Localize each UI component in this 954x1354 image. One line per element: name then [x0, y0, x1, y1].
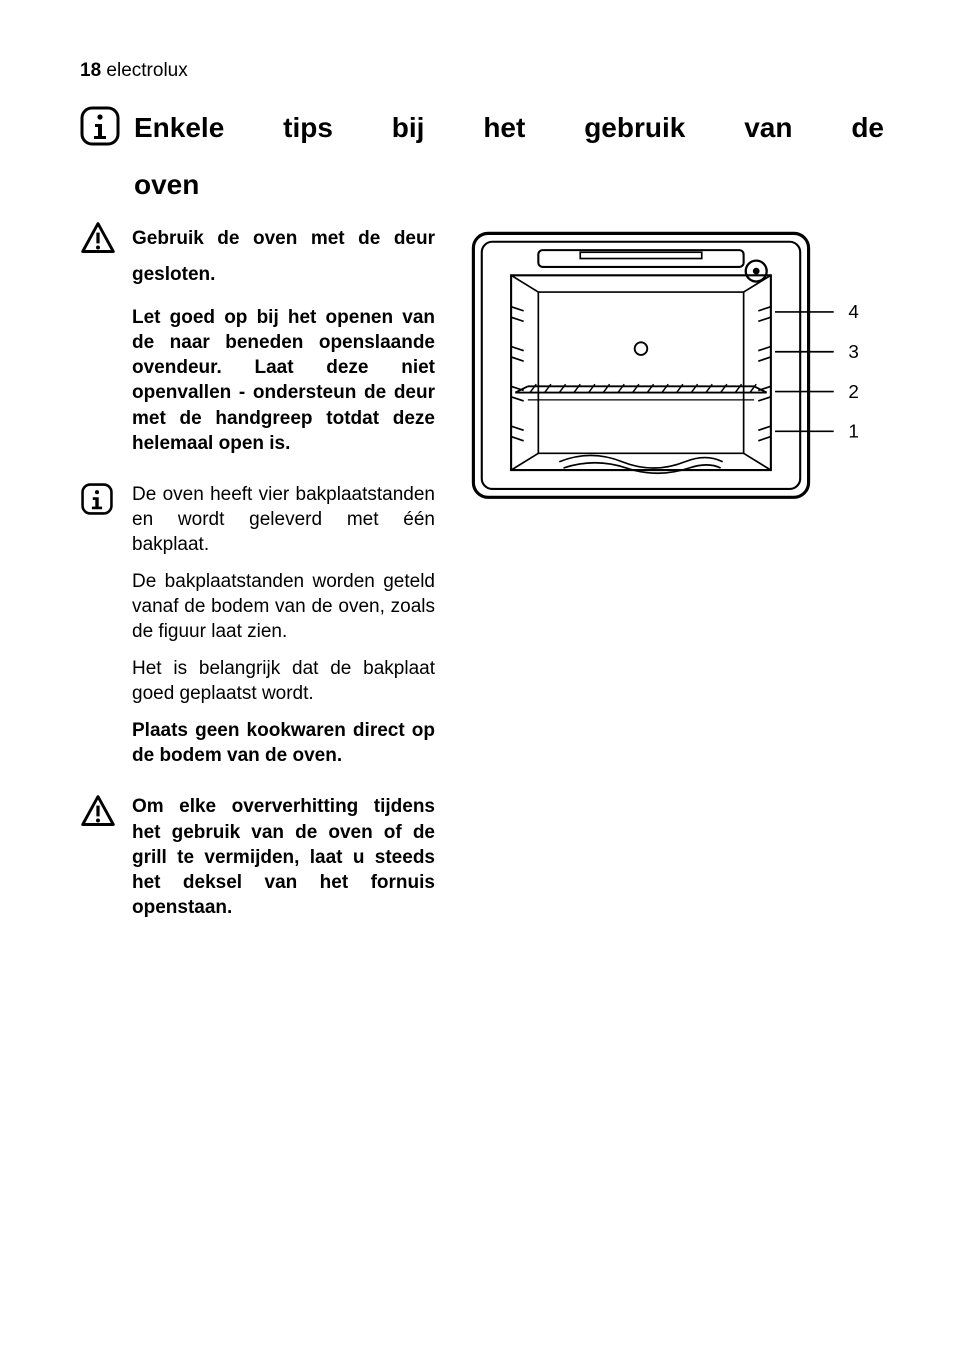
- info-text-2: De oven heeft vier bakplaatstanden en wo…: [132, 482, 435, 781]
- warning-block-3: Om elke oververhitting tijdens het gebru…: [80, 794, 435, 931]
- rack-label-4: 4: [848, 301, 858, 322]
- page-number: 18: [80, 60, 101, 81]
- rack-label-3: 3: [848, 341, 858, 362]
- section-title-row: Enkele tips bij het gebruik van de: [80, 106, 884, 151]
- info2-p3: Het is belangrijk dat de bakplaat goed g…: [132, 656, 435, 706]
- info-icon: [80, 106, 120, 151]
- info-icon: [80, 482, 120, 521]
- warn3-p1: Om elke oververhitting tijdens het gebru…: [132, 794, 435, 919]
- brand-name: electrolux: [106, 60, 187, 81]
- left-column: Gebruik de oven met de deur gesloten. Le…: [80, 221, 435, 946]
- info-block-2: De oven heeft vier bakplaatstanden en wo…: [80, 482, 435, 781]
- right-column: 4 3 2 1: [465, 221, 884, 946]
- oven-diagram: 4 3 2 1: [465, 225, 884, 513]
- warning-text-1: Gebruik de oven met de deur gesloten. Le…: [132, 221, 435, 468]
- warning-text-3: Om elke oververhitting tijdens het gebru…: [132, 794, 435, 931]
- rack-label-1: 1: [848, 421, 858, 442]
- info2-p4: Plaats geen kookwaren direct op de bodem…: [132, 718, 435, 768]
- warning-block-1: Gebruik de oven met de deur gesloten. Le…: [80, 221, 435, 468]
- rack-label-2: 2: [848, 381, 858, 402]
- warn1-p2: Let goed op bij het openen van de naar b…: [132, 305, 435, 455]
- info2-p1: De oven heeft vier bakplaatstanden en wo…: [132, 482, 435, 557]
- warn1-p1: Gebruik de oven met de deur gesloten.: [132, 221, 435, 293]
- content-columns: Gebruik de oven met de deur gesloten. Le…: [80, 221, 884, 946]
- warning-icon: [80, 221, 120, 260]
- info2-p2: De bakplaatstanden worden geteld vanaf d…: [132, 569, 435, 644]
- page-header: 18 electrolux: [80, 60, 884, 82]
- section-title-line2: oven: [134, 169, 884, 201]
- warning-icon: [80, 794, 120, 833]
- section-title-line1: Enkele tips bij het gebruik van de: [134, 106, 884, 149]
